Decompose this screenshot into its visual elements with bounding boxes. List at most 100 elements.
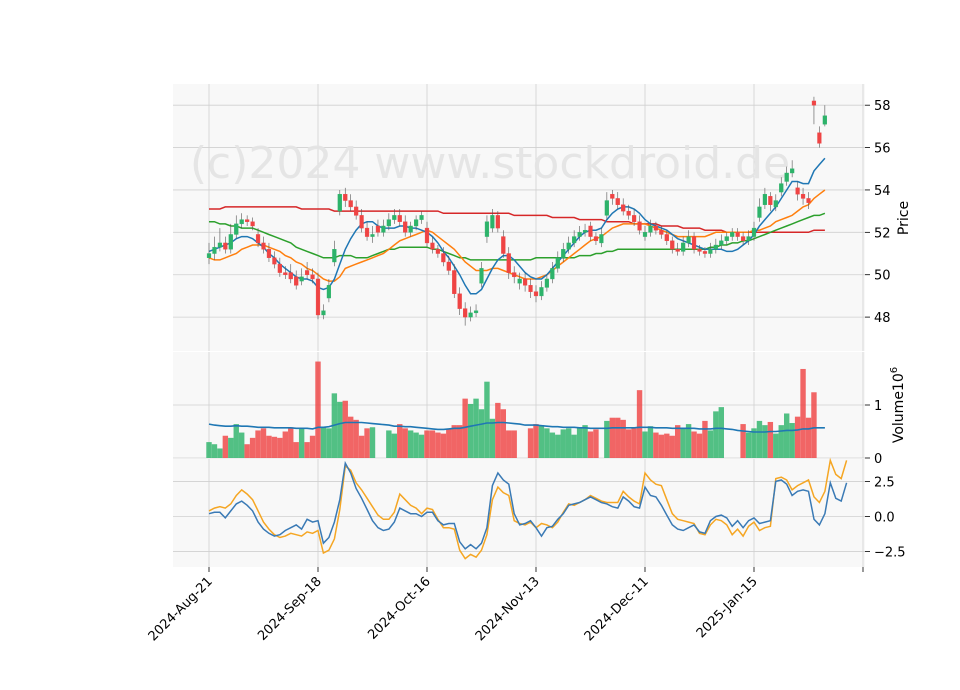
volume-bar xyxy=(364,428,370,458)
volume-bar xyxy=(402,428,408,458)
volume-bar xyxy=(288,427,294,458)
candle-body xyxy=(343,193,348,201)
candle-body xyxy=(490,215,495,229)
candle-body xyxy=(719,240,724,246)
volume-bar xyxy=(625,429,632,458)
candle-body xyxy=(397,215,402,222)
y-tick-label: 1 xyxy=(874,399,882,414)
candle-body xyxy=(359,215,364,229)
candle-body xyxy=(277,263,282,273)
x-tick-label: 2025-Jan-15 xyxy=(694,574,761,641)
x-tick-label: 2024-Nov-13 xyxy=(473,574,543,644)
candle-body xyxy=(288,272,293,280)
candle-body xyxy=(599,234,604,244)
volume-bar xyxy=(298,428,305,458)
candle-body xyxy=(479,268,484,284)
volume-bar xyxy=(435,432,441,458)
candle-body xyxy=(310,274,315,280)
candle-body xyxy=(408,225,413,233)
volume-bar xyxy=(369,427,376,458)
volume-ma-line xyxy=(208,421,825,433)
volume-bar xyxy=(222,435,229,458)
volume-bar xyxy=(511,430,517,458)
candle-body xyxy=(452,270,457,294)
candle-body xyxy=(392,215,397,220)
volume-bar xyxy=(495,402,501,458)
y-tick-label: 2.5 xyxy=(874,475,895,490)
volume-bar xyxy=(467,403,474,458)
candle-body xyxy=(588,225,593,237)
oscillator-line-1 xyxy=(208,460,848,550)
candle-body xyxy=(283,272,288,275)
volume-bar xyxy=(669,435,675,458)
volume-layer xyxy=(206,361,825,458)
volume-bar xyxy=(413,432,419,458)
candle-body xyxy=(762,193,767,205)
volume-bar xyxy=(756,420,763,458)
y-tick-label: 48 xyxy=(874,311,891,326)
candle-body xyxy=(321,310,326,316)
candle-body xyxy=(626,210,631,216)
volume-bar xyxy=(397,424,403,458)
volume-bar xyxy=(451,425,457,458)
volume-axis-unit: 10 xyxy=(891,373,907,391)
candle-body xyxy=(370,234,375,237)
candle-body xyxy=(315,278,321,316)
volume-bar xyxy=(811,392,817,458)
volume-bar xyxy=(702,420,708,458)
volume-bar xyxy=(555,434,561,458)
candle-body xyxy=(294,276,299,286)
candle-body xyxy=(528,285,533,292)
volume-bar xyxy=(484,381,490,458)
candle-body xyxy=(375,225,381,233)
volume-bar xyxy=(446,429,452,458)
candle-body xyxy=(691,236,697,250)
volume-bar xyxy=(353,419,359,458)
candle-body xyxy=(790,168,795,174)
volume-bar xyxy=(691,431,697,458)
candle-body xyxy=(604,200,609,216)
candle-body xyxy=(463,308,468,318)
volume-bar xyxy=(337,401,343,458)
volume-bar xyxy=(239,432,245,458)
candle-body xyxy=(784,172,789,182)
price-axis-label: Price xyxy=(896,201,912,235)
volume-bar xyxy=(789,423,795,458)
volume-bar xyxy=(707,430,714,458)
volume-bar xyxy=(615,417,621,458)
x-tick-label: 2024-Aug-21 xyxy=(146,574,216,644)
candle-body xyxy=(664,234,669,242)
candle-body xyxy=(681,242,686,252)
volume-bar xyxy=(751,428,757,458)
candle-body xyxy=(637,221,642,231)
ma-mid-line xyxy=(208,189,826,282)
volume-bar xyxy=(326,428,332,458)
candle-body xyxy=(561,249,566,258)
volume-bar xyxy=(593,429,599,458)
candle-body xyxy=(501,236,506,254)
y-tick-label: 56 xyxy=(874,142,891,157)
volume-bar xyxy=(620,419,626,458)
y-tick-label: 0 xyxy=(874,452,882,467)
volume-bar xyxy=(647,426,654,458)
volume-bar xyxy=(260,428,267,458)
volume-bar xyxy=(342,400,348,458)
volume-bar xyxy=(429,430,436,458)
candle-body xyxy=(523,278,528,286)
candle-body xyxy=(495,215,500,229)
candle-body xyxy=(572,236,577,244)
volume-bar xyxy=(653,432,659,458)
volume-bar xyxy=(244,444,250,458)
volume-bar xyxy=(282,431,288,458)
volume-bar xyxy=(609,417,615,458)
volume-bar xyxy=(211,444,218,458)
candle-body xyxy=(250,221,255,227)
candle-body xyxy=(228,234,233,250)
volume-bar xyxy=(418,434,425,458)
watermark: (c)2024 www.stockdroid.de xyxy=(190,138,790,189)
volume-bar xyxy=(533,424,539,458)
volume-bar xyxy=(604,420,610,458)
price-layer xyxy=(206,96,827,326)
candle-body xyxy=(239,219,244,225)
candle-body xyxy=(653,225,658,231)
